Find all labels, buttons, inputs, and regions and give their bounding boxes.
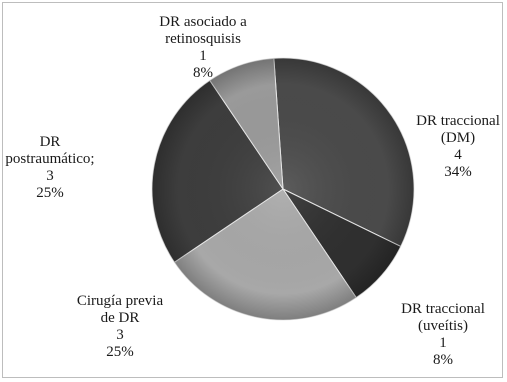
slice-percent: 25% — [36, 185, 64, 201]
slice-label: DR traccional (DM) 4 34% — [416, 113, 500, 180]
slice-label-line: retinosquisis — [165, 31, 241, 47]
slice-label-line: DR traccional — [416, 113, 500, 129]
slice-count: 1 — [199, 48, 207, 64]
slice-count: 1 — [439, 335, 447, 351]
slice-label: Cirugía previa de DR 3 25% — [77, 293, 164, 360]
slice-label-line: DR asociado a — [159, 14, 247, 30]
slice-percent: 8% — [193, 65, 213, 81]
slice-label: DR asociado a retinosquisis 1 8% — [159, 14, 247, 81]
slice-percent: 8% — [433, 352, 453, 368]
slice-label: DR traccional (uveítis) 1 8% — [401, 301, 485, 368]
slice-label-line: DR — [40, 134, 61, 150]
slice-label-line: postraumático; — [5, 151, 94, 167]
slice-label-line: Cirugía previa — [77, 293, 164, 309]
slice-count: 3 — [116, 327, 124, 343]
slice-percent: 25% — [106, 344, 134, 360]
slice-label: DR postraumático; 3 25% — [5, 134, 94, 201]
slice-label-line: (DM) — [441, 130, 475, 146]
slice-percent: 34% — [444, 164, 472, 180]
slice-label-line: (uveítis) — [418, 318, 468, 334]
slice-count: 4 — [454, 147, 462, 163]
slice-label-line: DR traccional — [401, 301, 485, 317]
chart-frame: DR traccional (DM) 4 34% DR traccional (uveít… — [2, 2, 503, 378]
pie-chart: DR traccional (DM) 4 34%DR traccional (uveít… — [5, 14, 500, 368]
slice-count: 3 — [46, 168, 54, 184]
slice-label-line: de DR — [101, 310, 140, 326]
